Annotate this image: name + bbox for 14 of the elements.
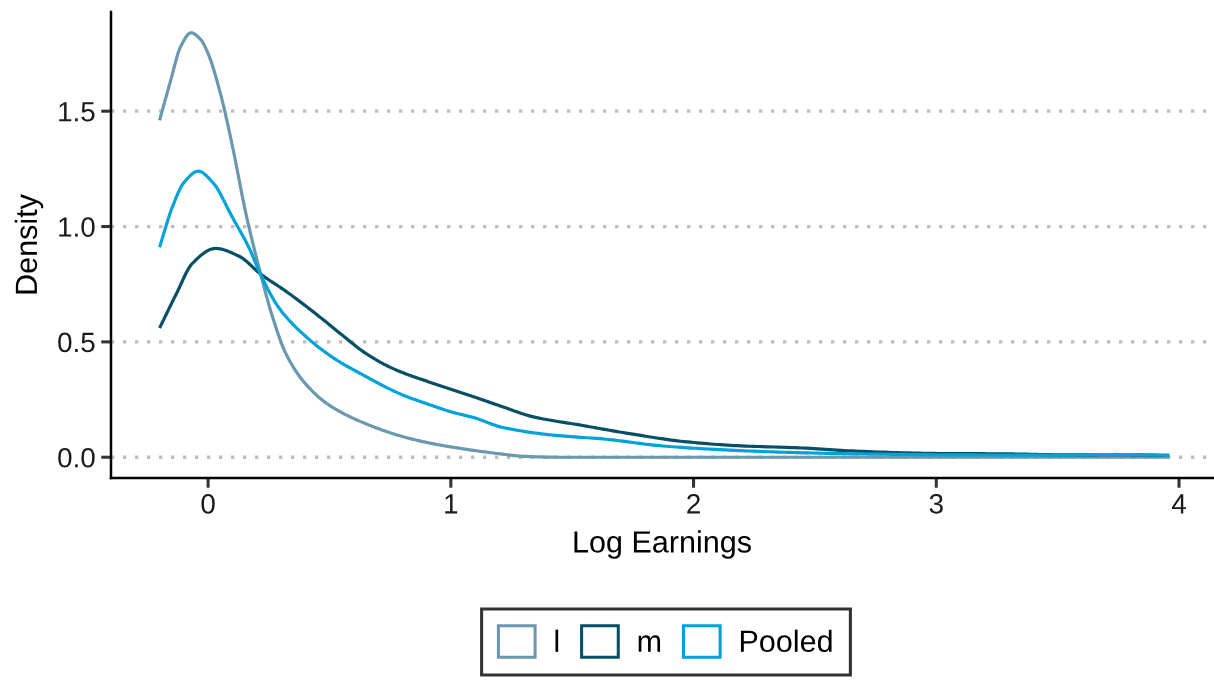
y-tick-label: 1.0 <box>59 217 95 237</box>
x-tick-label: 1 <box>445 494 458 514</box>
y-tick-label: 0.0 <box>58 447 95 468</box>
legend-label: l <box>555 629 559 652</box>
y-axis-title: Density <box>14 194 44 294</box>
legend-label: m <box>638 635 661 652</box>
x-tick-label: 3 <box>929 494 943 514</box>
x-tick-label: 4 <box>1171 494 1186 514</box>
x-tick-label: 2 <box>687 494 700 514</box>
legend-label: Pooled <box>740 629 832 653</box>
y-tick-label: 0.5 <box>58 332 95 353</box>
x-axis-title: Log Earnings <box>574 530 751 559</box>
y-tick-label: 1.5 <box>59 102 95 122</box>
x-tick-label: 0 <box>201 494 215 514</box>
